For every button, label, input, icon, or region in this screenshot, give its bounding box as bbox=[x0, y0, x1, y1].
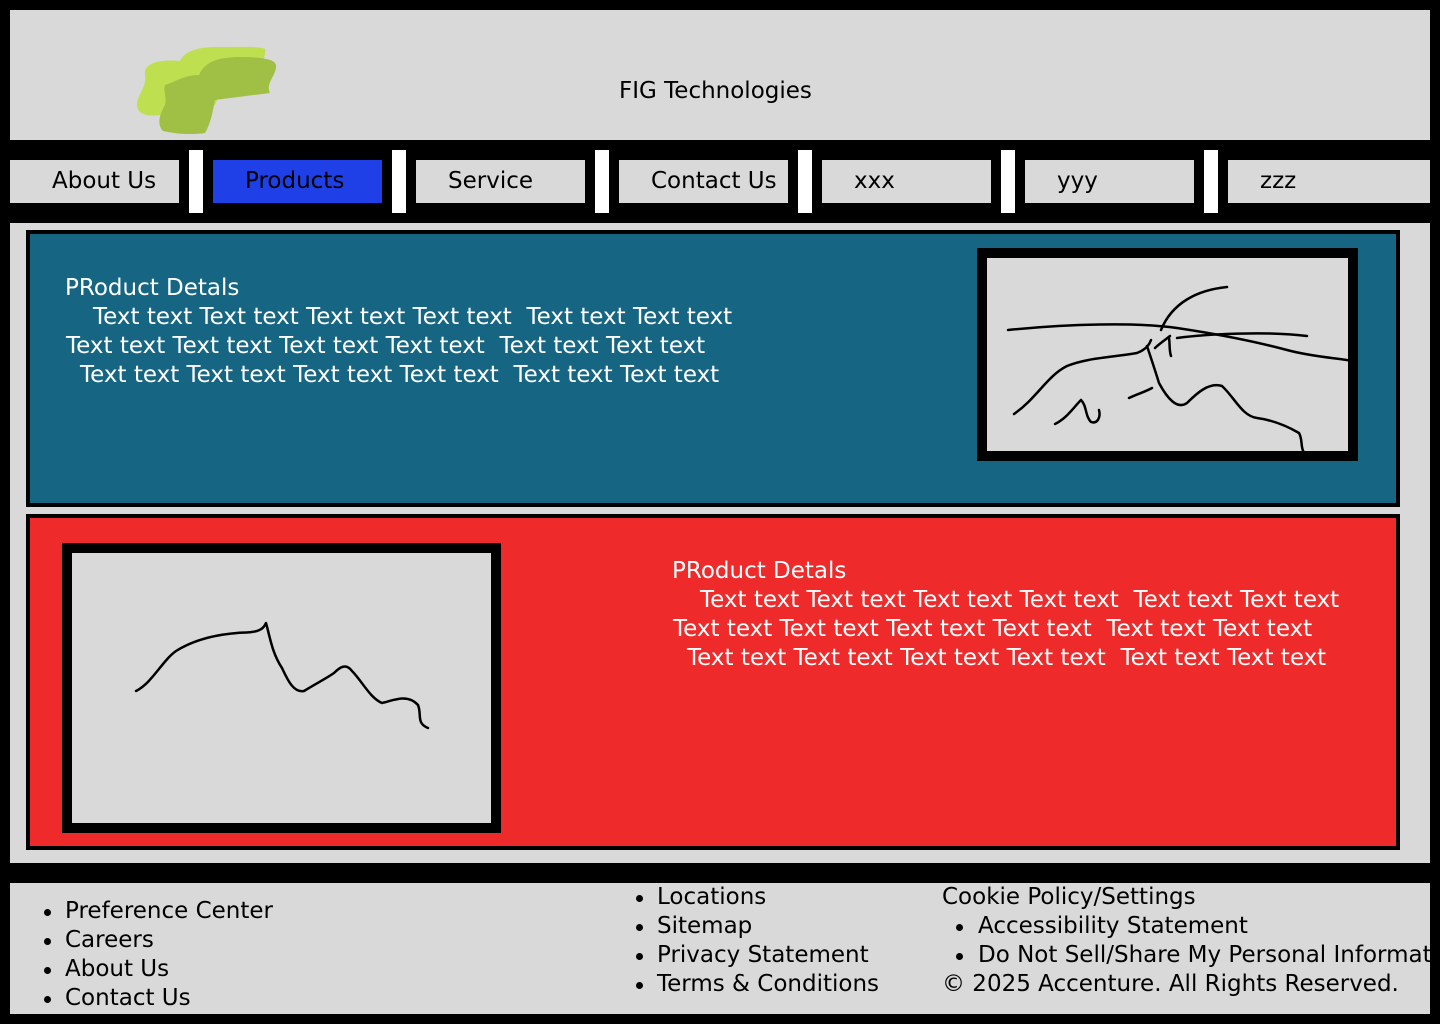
footer-link-sitemap[interactable]: Sitemap bbox=[657, 913, 753, 939]
bullet-icon bbox=[956, 924, 963, 931]
bullet-icon bbox=[636, 924, 643, 931]
footer-link-careers[interactable]: Careers bbox=[65, 927, 154, 953]
nav-label: zzz bbox=[1260, 168, 1297, 194]
bullet-icon bbox=[636, 895, 643, 902]
bullet-icon bbox=[636, 953, 643, 960]
copyright-text: © 2025 Accenture. All Rights Reserved. bbox=[942, 971, 1399, 997]
nav-label: xxx bbox=[854, 168, 895, 194]
nav-products[interactable]: Products bbox=[213, 160, 382, 203]
nav-zzz[interactable]: zzz bbox=[1228, 160, 1430, 203]
bullet-icon bbox=[44, 909, 51, 916]
product-text-line: Text text Text text Text text Text text … bbox=[700, 587, 1340, 613]
product-image bbox=[977, 248, 1358, 461]
product-image bbox=[62, 543, 501, 833]
nav-divider bbox=[392, 150, 406, 213]
footer-link-preference-center[interactable]: Preference Center bbox=[65, 898, 274, 924]
nav-label: Service bbox=[448, 168, 534, 194]
product-text-line: Text text Text text Text text Text text … bbox=[80, 362, 720, 388]
footer-link-accessibility[interactable]: Accessibility Statement bbox=[978, 913, 1248, 939]
product-title: PRoduct Detals bbox=[672, 558, 847, 584]
product-text-line: Text text Text text Text text Text text … bbox=[93, 304, 733, 330]
bullet-icon bbox=[956, 953, 963, 960]
nav-divider bbox=[595, 150, 609, 213]
footer-link-privacy-statement[interactable]: Privacy Statement bbox=[657, 942, 869, 968]
nav-divider bbox=[1204, 150, 1218, 213]
footer-link-do-not-sell[interactable]: Do Not Sell/Share My Personal Informatio… bbox=[978, 942, 1430, 968]
nav-label: yyy bbox=[1057, 168, 1098, 194]
site-title: FIG Technologies bbox=[619, 78, 812, 104]
footer-link-contact-us[interactable]: Contact Us bbox=[65, 985, 191, 1011]
bullet-icon bbox=[44, 938, 51, 945]
product-title: PRoduct Detals bbox=[65, 275, 240, 301]
nav-yyy[interactable]: yyy bbox=[1025, 160, 1194, 203]
nav-label: About Us bbox=[52, 168, 157, 194]
footer-link-terms-conditions[interactable]: Terms & Conditions bbox=[657, 971, 880, 997]
product-text-line: Text text Text text Text text Text text … bbox=[66, 333, 706, 359]
nav-divider bbox=[798, 150, 812, 213]
nav-divider bbox=[189, 150, 203, 213]
product-text-line: Text text Text text Text text Text text … bbox=[673, 616, 1313, 642]
nav-divider bbox=[1001, 150, 1015, 213]
nav-about-us[interactable]: About Us bbox=[10, 160, 179, 203]
product-text-line: Text text Text text Text text Text text … bbox=[687, 645, 1327, 671]
nav-contact-us[interactable]: Contact Us bbox=[619, 160, 788, 203]
nav-service[interactable]: Service bbox=[416, 160, 585, 203]
bullet-icon bbox=[636, 982, 643, 989]
bullet-icon bbox=[44, 996, 51, 1003]
nav-label: Products bbox=[245, 168, 345, 194]
nav-xxx[interactable]: xxx bbox=[822, 160, 991, 203]
site-footer: Preference Center Careers About Us Conta… bbox=[10, 883, 1430, 1014]
footer-link-locations[interactable]: Locations bbox=[657, 884, 767, 910]
footer-link-cookie-policy[interactable]: Cookie Policy/Settings bbox=[942, 884, 1196, 910]
logo-icon[interactable] bbox=[125, 35, 285, 145]
footer-link-about-us[interactable]: About Us bbox=[65, 956, 170, 982]
nav-label: Contact Us bbox=[651, 168, 777, 194]
bullet-icon bbox=[44, 967, 51, 974]
